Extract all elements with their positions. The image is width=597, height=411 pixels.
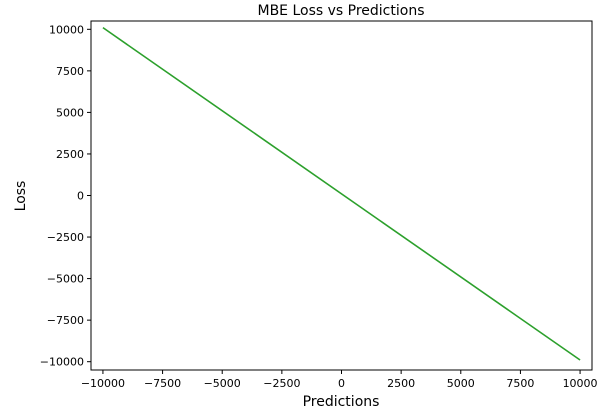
chart-title: MBE Loss vs Predictions bbox=[257, 3, 424, 19]
x-tick-label: 5000 bbox=[447, 377, 475, 390]
y-tick-label: −2500 bbox=[47, 231, 84, 244]
y-tick-label: −5000 bbox=[47, 273, 84, 286]
y-tick-label: 7500 bbox=[56, 65, 84, 78]
x-tick-label: 7500 bbox=[506, 377, 534, 390]
x-tick-label: 10000 bbox=[563, 377, 597, 390]
y-tick-label: −7500 bbox=[47, 314, 84, 327]
x-tick-label: −5000 bbox=[204, 377, 241, 390]
series-layer bbox=[102, 26, 581, 361]
y-axis: −10000 −7500 −5000 −2500 0 2500 5000 7500 10000 bbox=[40, 23, 91, 369]
y-tick-label: 5000 bbox=[56, 106, 84, 119]
x-tick-label: −2500 bbox=[263, 377, 300, 390]
x-tick-label: 0 bbox=[338, 377, 345, 390]
y-tick-label: −10000 bbox=[40, 356, 84, 369]
x-axis-label: Predictions bbox=[303, 394, 380, 410]
x-tick-label: 2500 bbox=[387, 377, 415, 390]
y-tick-label: 10000 bbox=[49, 23, 84, 36]
series-line-0 bbox=[102, 26, 581, 361]
y-tick-label: 2500 bbox=[56, 148, 84, 161]
x-axis: −10000 −7500 −5000 −2500 0 2500 5000 7500 10000 bbox=[81, 370, 597, 390]
plot-area bbox=[90, 20, 593, 371]
y-tick-label: 0 bbox=[77, 190, 84, 203]
y-axis-label: Loss bbox=[13, 181, 29, 212]
x-tick-label: −10000 bbox=[81, 377, 125, 390]
x-tick-label: −7500 bbox=[144, 377, 181, 390]
